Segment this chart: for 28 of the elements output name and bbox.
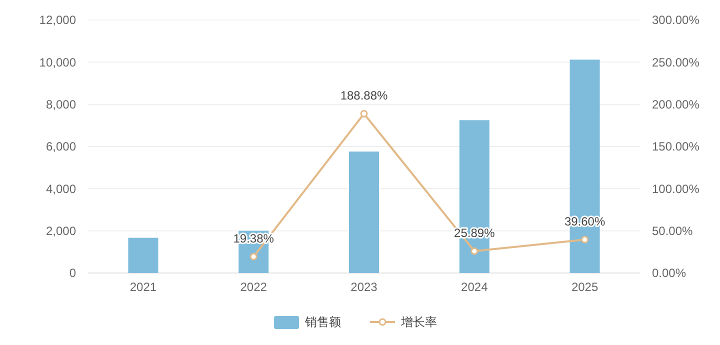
y2-tick-label: 250.00% [652,55,700,70]
point [250,252,258,260]
y2-tick-label: 300.00% [652,13,700,28]
y-tick-label: 6,000 [46,140,76,154]
point [470,247,478,255]
y2-tick-label: 150.00% [652,140,700,154]
y-tick-label: 12,000 [39,13,76,28]
y2-tick-label: 100.00% [652,182,700,196]
y-tick-label: 2,000 [46,224,76,238]
y-tick-label: 8,000 [46,98,76,112]
x-tick-label: 2021 [130,280,157,294]
y2-tick-label: 200.00% [652,98,700,112]
legend-label: 增长率 [400,315,437,330]
point [581,236,589,244]
point [360,110,368,118]
y-tick-label: 4,000 [46,182,76,196]
x-tick-label: 2024 [461,280,488,294]
x-tick-label: 2023 [350,280,378,294]
bar [349,152,379,273]
y-tick-label: 10,000 [39,55,76,70]
y2-tick-label: 50.00% [652,224,694,238]
x-tick-label: 2025 [571,280,598,294]
bar [128,238,158,273]
legend-label: 销售额 [304,315,341,330]
y2-tick-label: 0.00% [652,266,686,280]
y-tick-label: 0 [69,266,76,280]
data-label: 188.88% [340,88,388,103]
x-tick-label: 2022 [240,280,268,294]
